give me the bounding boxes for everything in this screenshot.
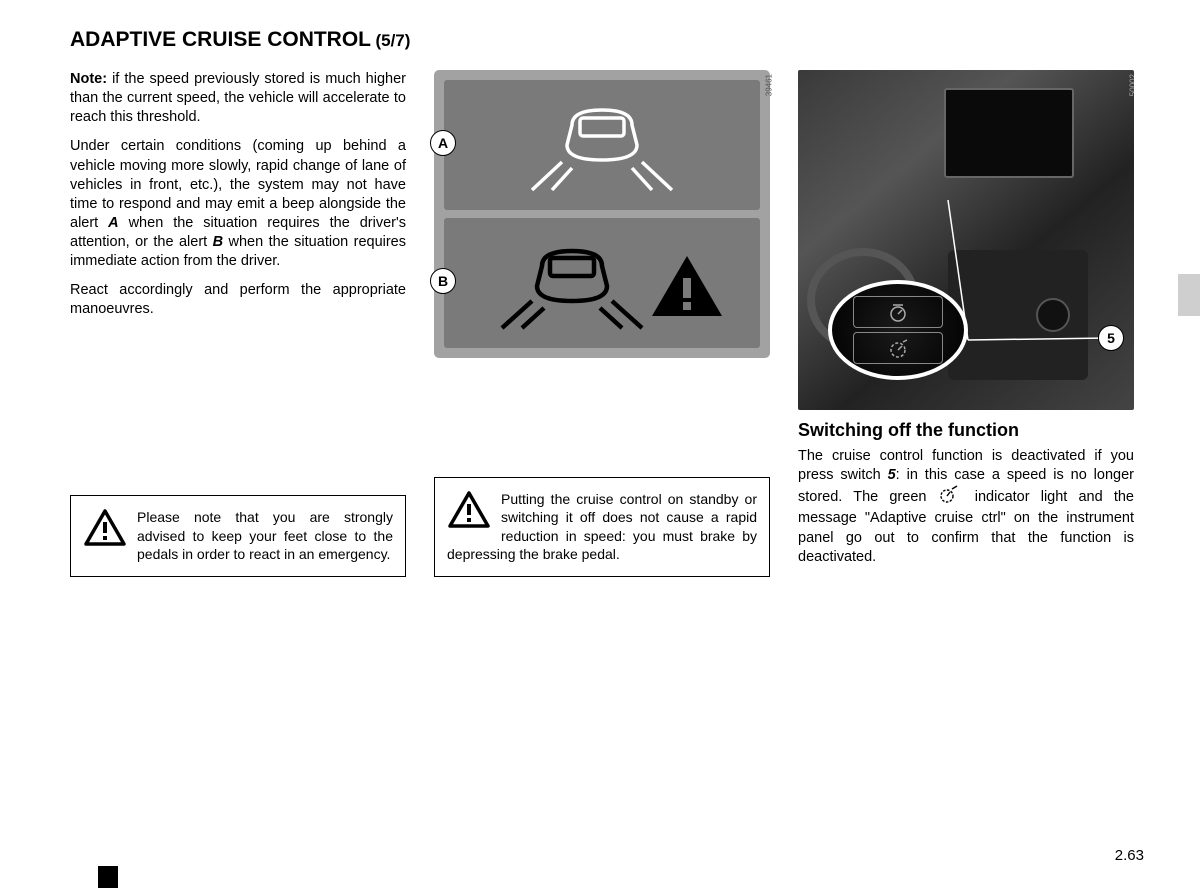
cruise-indicator-icon — [938, 485, 960, 509]
page-number: 2.63 — [1115, 847, 1144, 864]
alert-figure-box: 39461 A B — [434, 70, 770, 358]
warning-triangle-icon — [447, 490, 491, 534]
figure-id-label: 39461 — [764, 74, 773, 96]
callout-a: A — [430, 130, 456, 156]
cruise-control-button[interactable] — [853, 332, 943, 364]
warning-text-pedals: Please note that you are strongly advise… — [137, 509, 393, 562]
side-tab-marker — [1178, 274, 1200, 316]
warning-box-pedals: Please note that you are strongly advise… — [70, 495, 406, 576]
alert-panel-a: A — [444, 80, 760, 210]
page-tab-marker — [98, 866, 118, 888]
alert-a-icon — [502, 90, 702, 200]
alert-panel-b: B — [444, 218, 760, 348]
alert-a-ref: A — [108, 215, 118, 231]
alert-b-ref: B — [213, 234, 223, 250]
column-2: 39461 A B — [434, 70, 770, 577]
warning-box-brake: Putting the cruise control on standby or… — [434, 477, 770, 577]
warning-text-brake: Putting the cruise control on standby or… — [447, 491, 757, 562]
conditions-paragraph: Under certain conditions (coming up behi… — [70, 137, 406, 271]
column-1: Note: if the speed previously stored is … — [70, 70, 406, 577]
alert-b-icon — [472, 228, 732, 338]
title-part: (5/7) — [375, 31, 410, 50]
note-text: if the speed previously stored is much h… — [70, 71, 406, 125]
page-title: ADAPTIVE CRUISE CONTROL (5/7) — [70, 28, 1150, 52]
note-paragraph: Note: if the speed previously stored is … — [70, 70, 406, 127]
switch-5-ref: 5 — [888, 467, 896, 483]
interior-photo: 50002 — [798, 70, 1134, 410]
warning-triangle-icon — [83, 508, 127, 552]
title-main: ADAPTIVE CRUISE CONTROL — [70, 28, 371, 51]
column-3: 50002 — [798, 70, 1134, 577]
subheading-switching-off: Switching off the function — [798, 420, 1134, 441]
react-paragraph: React accordingly and perform the approp… — [70, 281, 406, 319]
callout-5: 5 — [1098, 325, 1124, 351]
switch-off-paragraph: The cruise control function is deactivat… — [798, 447, 1134, 567]
cruise-switch-inset — [828, 280, 968, 380]
callout-b: B — [430, 268, 456, 294]
cruise-limit-button[interactable] — [853, 296, 943, 328]
note-label: Note: — [70, 71, 107, 87]
